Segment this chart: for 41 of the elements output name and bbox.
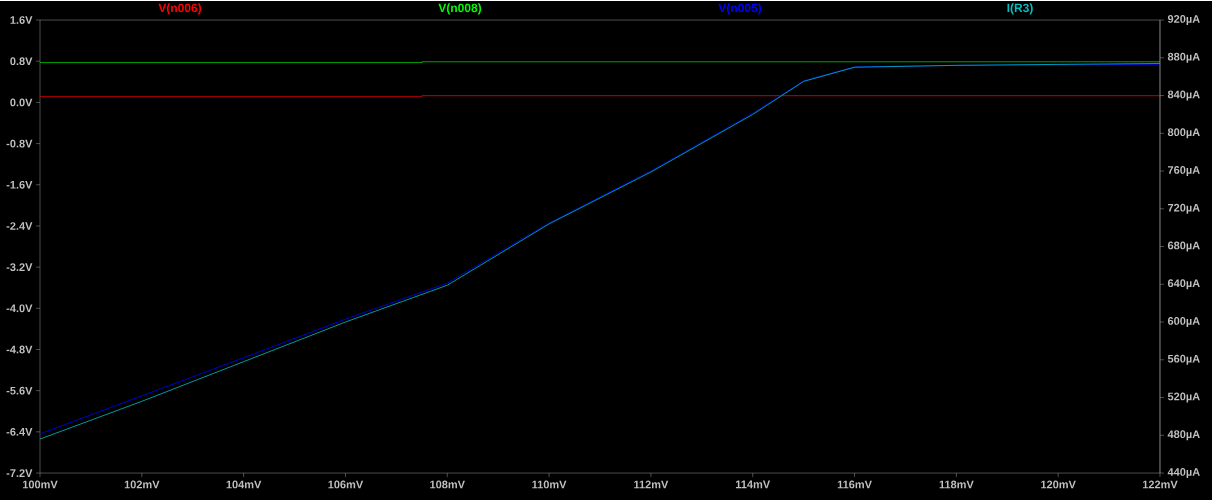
y2-tick-label: 600µA bbox=[1167, 317, 1200, 328]
y2-tick-label: 480µA bbox=[1167, 430, 1200, 441]
y2-tick-label: 840µA bbox=[1167, 90, 1200, 101]
y-tick-label: -4.0V bbox=[6, 304, 33, 313]
y-tick-label: -6.4V bbox=[6, 427, 33, 436]
x-tick-label: 120mV bbox=[1041, 480, 1076, 489]
y2-tick-label: 920µA bbox=[1167, 15, 1200, 26]
y2-tick-label: 760µA bbox=[1167, 166, 1200, 177]
y2-tick-label: 520µA bbox=[1167, 392, 1200, 403]
x-tick-label: 112mV bbox=[634, 480, 669, 489]
y-tick-label: -1.6V bbox=[6, 180, 33, 189]
y-tick-label: 0.8V bbox=[10, 57, 33, 66]
y-tick-label: -5.6V bbox=[6, 386, 33, 395]
y-tick-label: -0.8V bbox=[6, 139, 33, 148]
text: V(n005) bbox=[718, 3, 762, 15]
y2-tick-label: 720µA bbox=[1167, 203, 1200, 214]
x-tick-label: 122mV bbox=[1142, 480, 1178, 489]
y2-tick-label: 560µA bbox=[1167, 354, 1200, 365]
y-tick-label: -4.8V bbox=[6, 345, 33, 354]
text: V(n006) bbox=[158, 3, 202, 15]
y2-tick-label: 800µA bbox=[1167, 128, 1200, 139]
y2-tick-label: 880µA bbox=[1167, 52, 1200, 63]
x-tick-label: 102mV bbox=[124, 480, 160, 489]
y2-tick-label: 680µA bbox=[1167, 241, 1200, 252]
y-tick-label: -7.2V bbox=[6, 469, 33, 477]
y2-tick-label: 640µA bbox=[1167, 279, 1200, 290]
text: I(R3) bbox=[1007, 3, 1033, 15]
x-tick-label: 100mV bbox=[22, 480, 58, 489]
y-tick-label: 0.0V bbox=[10, 98, 33, 107]
y2-tick-label: 440µA bbox=[1167, 468, 1200, 479]
x-tick-label: 110mV bbox=[532, 480, 567, 489]
x-tick-label: 118mV bbox=[939, 480, 974, 489]
y-tick-label: -3.2V bbox=[6, 263, 33, 272]
x-tick-label: 108mV bbox=[430, 480, 465, 489]
y-tick-label: 1.6V bbox=[10, 16, 33, 24]
x-tick-label: 114mV bbox=[735, 480, 771, 489]
x-tick-label: 104mV bbox=[226, 480, 262, 489]
y-tick-label: -2.4V bbox=[6, 222, 33, 230]
text: V(n008) bbox=[438, 3, 482, 15]
x-tick-label: 106mV bbox=[328, 480, 364, 489]
x-tick-label: 116mV bbox=[837, 480, 872, 489]
